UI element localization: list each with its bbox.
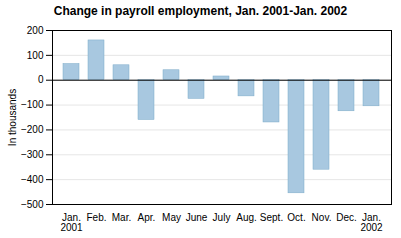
svg-text:July: July (213, 212, 231, 223)
svg-text:−400: −400 (21, 174, 44, 185)
html-text:Change in payroll employment,: Change in payroll employment, Jan. 2001-… (53, 4, 348, 18)
svg-text:Mar.: Mar. (112, 212, 131, 223)
svg-text:−100: −100 (21, 99, 44, 110)
svg-text:0: 0 (38, 74, 44, 85)
svg-text:−500: −500 (21, 199, 44, 210)
svg-text:Sept.: Sept. (260, 212, 283, 223)
svg-text:Jan.2001: Jan.2001 (60, 212, 83, 233)
svg-text:Apr.: Apr. (138, 212, 156, 223)
svg-text:−300: −300 (21, 149, 44, 160)
svg-text:−200: −200 (21, 124, 44, 135)
svg-text:May: May (162, 212, 181, 223)
svg-text:Oct.: Oct. (287, 212, 305, 223)
svg-text:Jan.2002: Jan.2002 (360, 212, 383, 233)
svg-text:Feb.: Feb. (86, 212, 106, 223)
svg-text:In thousands: In thousands (7, 89, 18, 146)
svg-text:June: June (186, 212, 208, 223)
svg-text:Dec.: Dec. (336, 212, 357, 223)
svg-text:Nov.: Nov. (312, 212, 332, 223)
svg-text:200: 200 (27, 25, 44, 36)
svg-text:100: 100 (27, 50, 44, 61)
svg-text:Aug.: Aug. (236, 212, 257, 223)
